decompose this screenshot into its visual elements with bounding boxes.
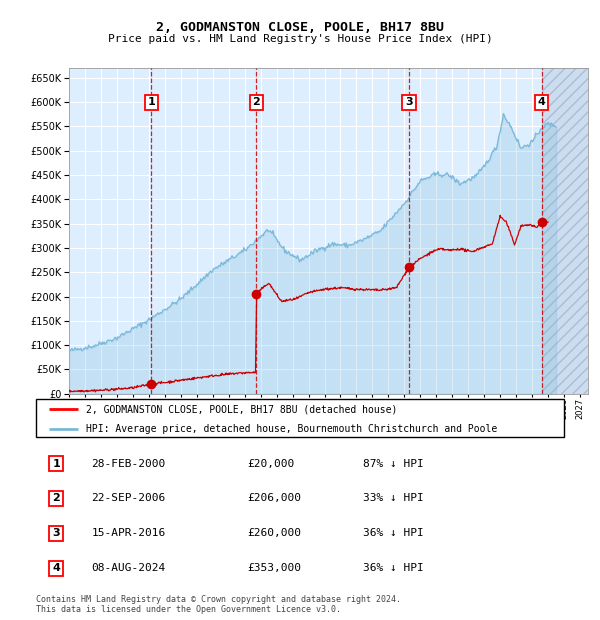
Text: 28-FEB-2000: 28-FEB-2000 bbox=[91, 459, 166, 469]
Text: 87% ↓ HPI: 87% ↓ HPI bbox=[364, 459, 424, 469]
Text: £260,000: £260,000 bbox=[247, 528, 301, 538]
Text: 36% ↓ HPI: 36% ↓ HPI bbox=[364, 564, 424, 574]
Text: 33% ↓ HPI: 33% ↓ HPI bbox=[364, 494, 424, 503]
Text: 36% ↓ HPI: 36% ↓ HPI bbox=[364, 528, 424, 538]
Text: £206,000: £206,000 bbox=[247, 494, 301, 503]
Text: HPI: Average price, detached house, Bournemouth Christchurch and Poole: HPI: Average price, detached house, Bour… bbox=[86, 423, 497, 433]
Text: 1: 1 bbox=[148, 97, 155, 107]
Text: 15-APR-2016: 15-APR-2016 bbox=[91, 528, 166, 538]
Text: 3: 3 bbox=[52, 528, 60, 538]
Text: Contains HM Land Registry data © Crown copyright and database right 2024.
This d: Contains HM Land Registry data © Crown c… bbox=[36, 595, 401, 614]
Text: 4: 4 bbox=[52, 564, 60, 574]
Text: 2, GODMANSTON CLOSE, POOLE, BH17 8BU (detached house): 2, GODMANSTON CLOSE, POOLE, BH17 8BU (de… bbox=[86, 404, 398, 414]
Text: 2: 2 bbox=[253, 97, 260, 107]
Polygon shape bbox=[542, 68, 588, 394]
Text: 4: 4 bbox=[538, 97, 545, 107]
Text: £20,000: £20,000 bbox=[247, 459, 295, 469]
Text: £353,000: £353,000 bbox=[247, 564, 301, 574]
Text: 22-SEP-2006: 22-SEP-2006 bbox=[91, 494, 166, 503]
Text: Price paid vs. HM Land Registry's House Price Index (HPI): Price paid vs. HM Land Registry's House … bbox=[107, 34, 493, 44]
Text: 1: 1 bbox=[52, 459, 60, 469]
Text: 2: 2 bbox=[52, 494, 60, 503]
Text: 2, GODMANSTON CLOSE, POOLE, BH17 8BU: 2, GODMANSTON CLOSE, POOLE, BH17 8BU bbox=[156, 21, 444, 33]
Text: 08-AUG-2024: 08-AUG-2024 bbox=[91, 564, 166, 574]
Text: 3: 3 bbox=[405, 97, 413, 107]
